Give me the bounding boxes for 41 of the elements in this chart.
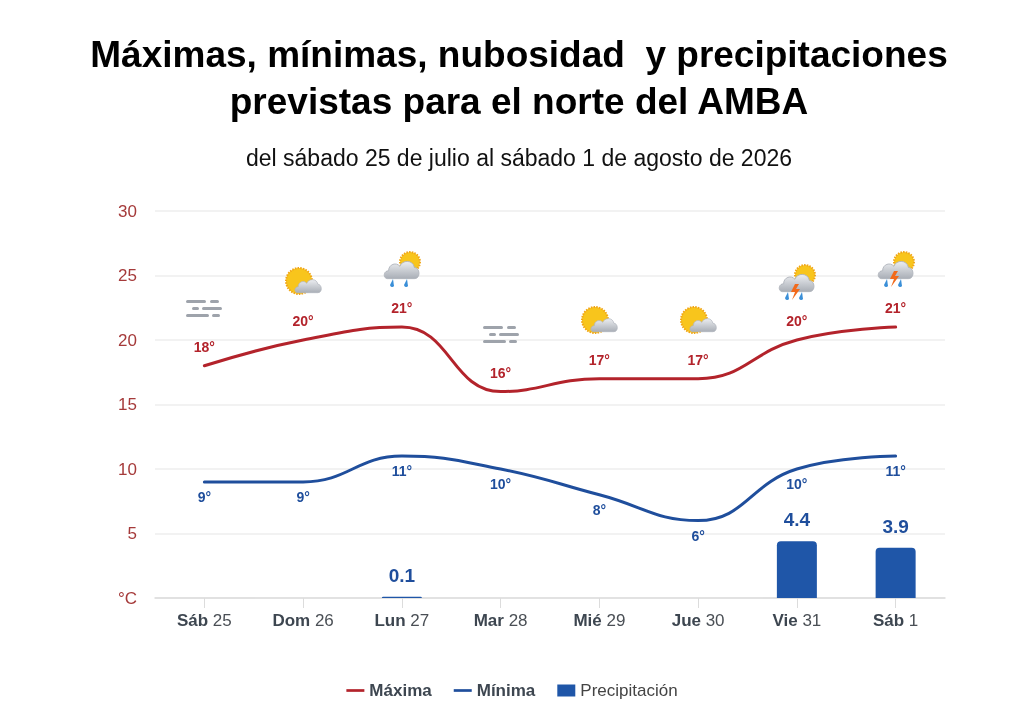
bar [875, 547, 916, 598]
data-label: 21° [391, 300, 413, 317]
data-label: 16° [490, 364, 512, 381]
y-tick-label: 15 [118, 395, 137, 414]
legend-label: Máxima [369, 681, 433, 700]
data-label: 11° [885, 463, 906, 480]
data-label: 17° [687, 351, 709, 368]
x-tick-label: Jue 30 [671, 611, 725, 630]
data-label: 4.4 [783, 509, 811, 531]
data-label: 18° [193, 338, 215, 355]
y-tick-label: °C [117, 588, 137, 608]
data-label: 20° [292, 313, 314, 329]
x-tick-label: Mar 28 [473, 611, 528, 630]
chart-title: Máximas, mínimas, nubosidad y precipitaciones previstas para el norte del AMBA [89, 33, 949, 124]
data-label: 6° [691, 527, 705, 544]
x-tick-label: Sáb 25 [176, 611, 232, 630]
x-tick-label: Sáb 1 [872, 611, 919, 630]
data-label: 3.9 [882, 515, 909, 537]
x-tick-label: Dom 26 [272, 611, 334, 630]
y-tick-label: 20 [118, 330, 137, 350]
data-label: 21° [885, 300, 907, 317]
bar [776, 541, 817, 598]
y-tick-label: 5 [127, 524, 137, 543]
data-label: 11° [391, 463, 413, 480]
legend-label: Mínima [476, 681, 536, 700]
x-tick-label: Lun 27 [374, 611, 430, 630]
y-tick-label: 10 [118, 459, 137, 479]
data-label: 10° [490, 476, 512, 492]
data-label: 20° [786, 313, 808, 329]
data-label: 0.1 [388, 564, 416, 586]
data-label: 9° [296, 488, 310, 505]
chart-subtitle: del sábado 25 de julio al sábado 1 de agosto de 2026 [244, 145, 794, 171]
y-tick-label: 25 [118, 266, 137, 285]
x-tick-label: Mié 29 [573, 611, 626, 630]
data-label: 10° [786, 476, 808, 492]
data-label: 17° [588, 351, 610, 368]
legend-label: Precipitación [580, 681, 678, 700]
data-label: 8° [592, 501, 607, 518]
data-label: 9° [197, 488, 212, 505]
y-tick-label: 30 [118, 201, 137, 221]
x-tick-label: Vie 31 [772, 611, 822, 630]
